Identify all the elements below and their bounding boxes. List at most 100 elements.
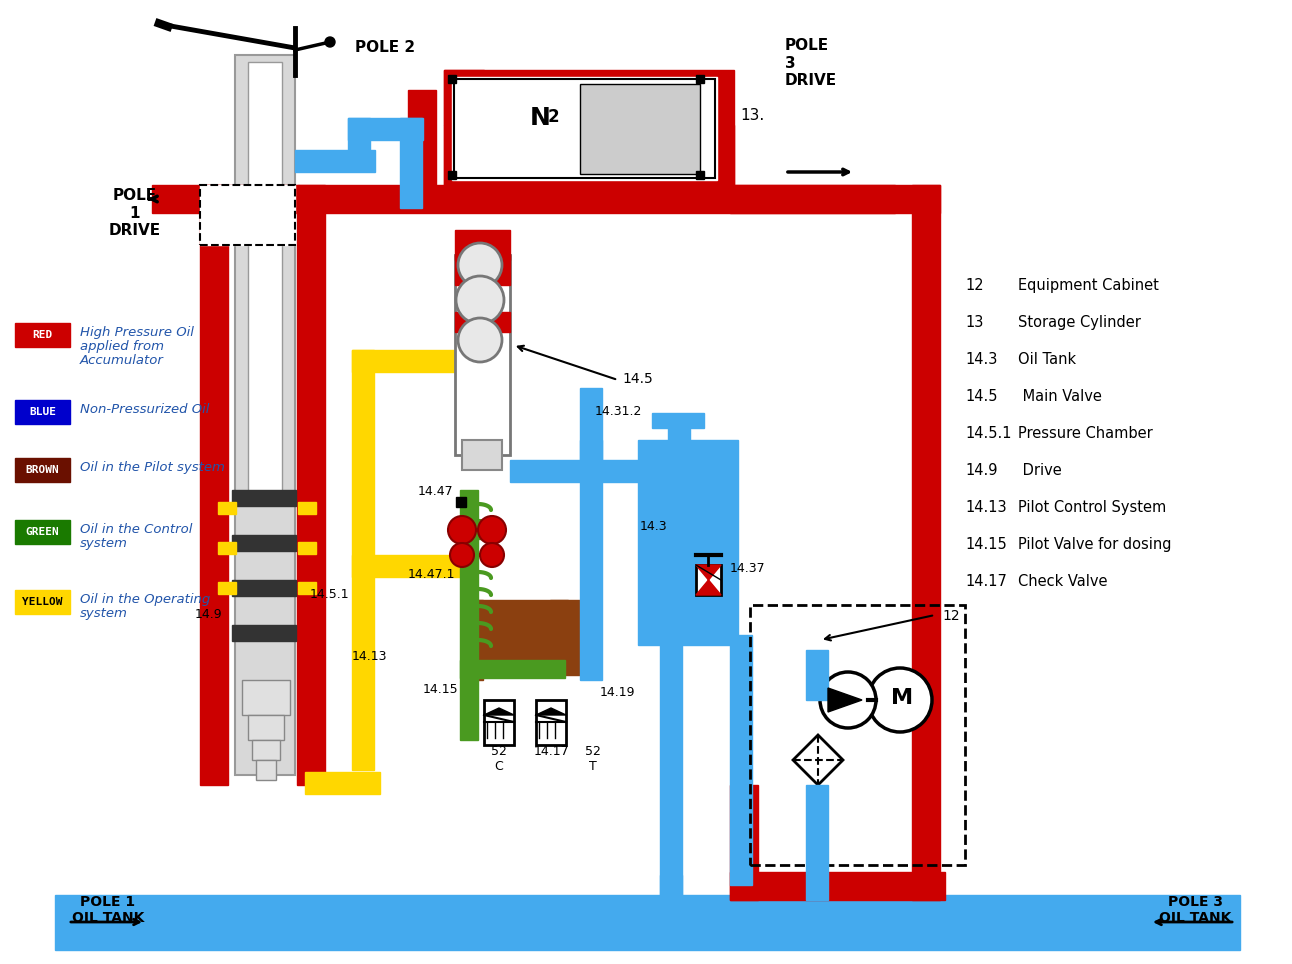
Bar <box>460 660 565 678</box>
Text: C: C <box>495 760 504 773</box>
Text: T: T <box>589 760 597 773</box>
Bar <box>56 895 1240 950</box>
Bar <box>465 600 483 680</box>
Text: 14.17: 14.17 <box>534 745 568 758</box>
Bar <box>580 388 602 473</box>
Text: 14.15: 14.15 <box>422 683 459 696</box>
Bar <box>730 785 758 900</box>
Bar <box>660 635 682 900</box>
Bar <box>16 323 70 347</box>
Bar <box>456 497 466 507</box>
Text: Drive: Drive <box>1018 463 1062 478</box>
Text: Accumulator: Accumulator <box>80 354 164 367</box>
Text: 14.5: 14.5 <box>965 389 997 404</box>
Bar <box>668 420 690 450</box>
Bar <box>218 542 236 554</box>
Bar <box>305 772 380 794</box>
Text: 2: 2 <box>548 108 559 126</box>
Bar <box>696 565 721 595</box>
Text: POLE 2: POLE 2 <box>355 40 415 55</box>
Bar <box>696 171 704 179</box>
Bar <box>233 535 296 551</box>
Text: 12: 12 <box>942 609 960 623</box>
Circle shape <box>450 543 474 567</box>
Bar <box>256 760 276 780</box>
Circle shape <box>326 37 335 47</box>
Text: POLE
1
DRIVE: POLE 1 DRIVE <box>109 188 162 238</box>
Text: Equipment Cabinet: Equipment Cabinet <box>1018 278 1159 293</box>
Text: 14.37: 14.37 <box>730 562 766 575</box>
Bar <box>408 90 435 190</box>
Bar <box>218 502 236 514</box>
Bar <box>806 785 828 900</box>
Bar <box>730 872 944 900</box>
Text: RED: RED <box>32 330 53 340</box>
Text: YELLOW: YELLOW <box>22 597 63 607</box>
Bar <box>455 255 510 285</box>
Text: Pressure Chamber: Pressure Chamber <box>1018 426 1152 441</box>
Text: system: system <box>80 537 128 550</box>
Bar <box>218 582 236 594</box>
Text: M: M <box>891 688 913 708</box>
Bar <box>351 350 373 770</box>
Text: 14.9: 14.9 <box>965 463 997 478</box>
Bar <box>646 449 729 632</box>
Bar <box>348 118 370 170</box>
Bar <box>248 715 284 740</box>
Text: BROWN: BROWN <box>26 465 59 475</box>
Text: POLE 1
OIL TANK: POLE 1 OIL TANK <box>72 895 145 925</box>
Text: 52: 52 <box>491 745 506 758</box>
Bar <box>806 650 828 700</box>
Text: 14.3: 14.3 <box>965 352 997 367</box>
Text: Check Valve: Check Valve <box>1018 574 1107 589</box>
Text: 14.15: 14.15 <box>965 537 1006 552</box>
Bar <box>536 700 566 745</box>
Text: 14.5: 14.5 <box>621 372 652 386</box>
Bar <box>550 600 568 660</box>
Bar <box>510 460 682 482</box>
Bar <box>200 185 295 245</box>
Text: Oil in the Control: Oil in the Control <box>80 523 193 536</box>
Text: 12: 12 <box>965 278 983 293</box>
Bar <box>660 875 682 900</box>
Text: 14.13: 14.13 <box>351 650 388 663</box>
Bar <box>252 740 280 760</box>
Text: applied from: applied from <box>80 340 164 353</box>
Circle shape <box>478 516 506 544</box>
Text: Oil Tank: Oil Tank <box>1018 352 1076 367</box>
Bar <box>200 185 227 785</box>
Text: High Pressure Oil: High Pressure Oil <box>80 326 194 339</box>
Circle shape <box>448 516 475 544</box>
Bar <box>200 185 295 245</box>
Bar <box>580 84 700 174</box>
Bar <box>696 75 704 83</box>
Bar <box>455 255 510 455</box>
Text: 13: 13 <box>965 315 983 330</box>
Text: Pilot Control System: Pilot Control System <box>1018 500 1167 515</box>
Text: Oil in the Pilot system: Oil in the Pilot system <box>80 461 225 474</box>
Bar <box>298 502 317 514</box>
Bar <box>351 555 463 577</box>
Bar <box>152 185 204 213</box>
Circle shape <box>457 318 503 362</box>
Bar <box>351 350 463 372</box>
Bar <box>730 185 941 213</box>
Bar <box>401 118 422 208</box>
Bar <box>455 312 510 332</box>
Text: N: N <box>530 106 550 130</box>
Bar <box>233 625 296 641</box>
Text: 14.47.1: 14.47.1 <box>408 568 456 581</box>
Bar <box>465 600 585 675</box>
Text: 14.47: 14.47 <box>419 485 453 498</box>
Bar <box>242 680 289 715</box>
Circle shape <box>868 668 932 732</box>
Text: 14.3: 14.3 <box>640 520 668 533</box>
Text: POLE 3
OIL TANK: POLE 3 OIL TANK <box>1159 895 1231 925</box>
Bar <box>749 605 965 865</box>
Bar <box>448 171 456 179</box>
Bar <box>16 590 70 614</box>
Text: 14.13: 14.13 <box>965 500 1006 515</box>
Text: Oil in the Operating: Oil in the Operating <box>80 593 211 606</box>
Bar <box>652 413 704 428</box>
Text: BLUE: BLUE <box>28 407 56 417</box>
